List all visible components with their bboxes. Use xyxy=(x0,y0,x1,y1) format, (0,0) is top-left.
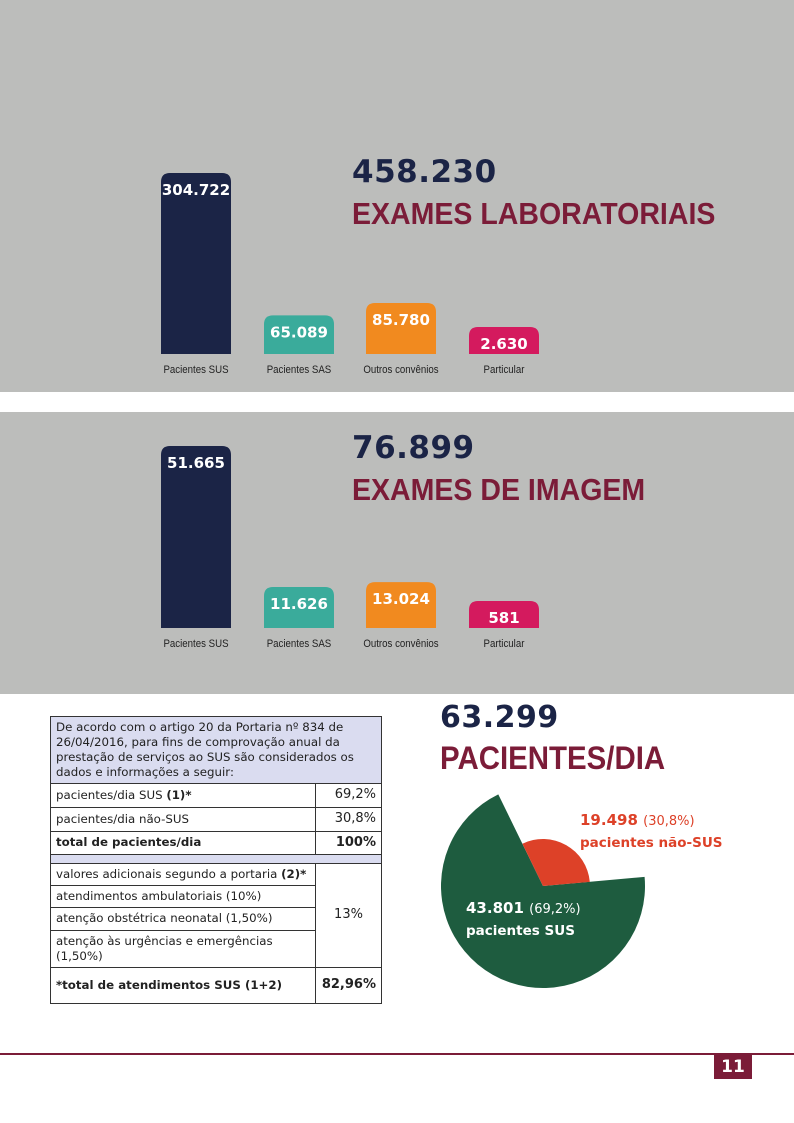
table-row: atendimentos ambulatoriais (10%) xyxy=(50,885,382,909)
bar-value-label: 581 xyxy=(488,609,519,627)
table-row: pacientes/dia SUS (1)* 69,2% xyxy=(50,783,382,808)
portaria-table: De acordo com o artigo 20 da Portaria nº… xyxy=(50,715,382,1004)
urg-label: atenção às urgências e emergências (1,50… xyxy=(50,929,316,968)
bar-particular xyxy=(469,327,539,354)
category-label: Pacientes SUS xyxy=(163,639,228,651)
bar-value-label: 11.626 xyxy=(270,595,328,613)
pie-label-sus: 43.801 (69,2%) pacientes SUS xyxy=(466,898,581,941)
bar-value-label: 2.630 xyxy=(480,335,527,353)
extra-value: 13% xyxy=(315,863,382,968)
patients-total: 63.299 xyxy=(440,700,559,735)
category-label: Pacientes SUS xyxy=(163,365,228,377)
sus-ref: (1)* xyxy=(166,788,192,803)
extra-ref: (2)* xyxy=(281,867,307,882)
footer-divider xyxy=(0,1053,794,1055)
category-label: Outros convênios xyxy=(363,365,438,377)
final-label: *total de atendimentos SUS (1+2) xyxy=(50,966,316,1004)
bar-pacientes-sas xyxy=(264,315,334,354)
table-row: pacientes/dia não-SUS 30,8% xyxy=(50,807,382,832)
nonsus-value: 30,8% xyxy=(315,807,382,832)
bar-value-label: 85.780 xyxy=(372,311,430,329)
imaging-exams-panel: 51.665 Pacientes SUS 11.626 Pacientes SAS 13… xyxy=(0,412,794,694)
total-label: total de pacientes/dia xyxy=(50,830,316,856)
obs-label: atenção obstétrica neonatal (1,50%) xyxy=(50,907,316,931)
lab-exams-panel: 304.722 Pacientes SUS 65.089 Pacientes SAS 8… xyxy=(0,0,794,392)
table-row: *total de atendimentos SUS (1+2) 82,96% xyxy=(50,966,382,1004)
bar-pacientes-sus xyxy=(161,446,231,628)
category-label: Pacientes SAS xyxy=(267,365,332,377)
bar-value-label: 65.089 xyxy=(270,323,328,341)
table-row: atenção obstétrica neonatal (1,50%) xyxy=(50,907,382,931)
lab-exams-chart: 304.722 Pacientes SUS 65.089 Pacientes SAS 8… xyxy=(161,173,539,377)
imaging-exams-total: 76.899 xyxy=(352,430,475,466)
category-label: Particular xyxy=(484,365,525,377)
category-label: Particular xyxy=(484,639,525,651)
sus-label: pacientes/dia SUS xyxy=(56,788,167,803)
table-row: atenção às urgências e emergências (1,50… xyxy=(50,929,382,968)
bar-value-label: 13.024 xyxy=(372,590,430,608)
table-intro: De acordo com o artigo 20 da Portaria nº… xyxy=(50,715,382,785)
bar-value-label: 304.722 xyxy=(162,181,230,199)
bar-particular xyxy=(469,601,539,628)
pie-label-nonsus: 19.498 (30,8%) pacientes não-SUS xyxy=(580,810,723,854)
nonsus-percent: (30,8%) xyxy=(643,814,695,829)
bar-value-label: 51.665 xyxy=(167,454,225,472)
bar-pacientes-sus xyxy=(161,173,231,354)
table-row: valores adicionais segundo a portaria (2… xyxy=(50,863,382,968)
lab-exams-title: EXAMES LABORATORIAIS xyxy=(352,196,716,231)
sus-percent: (69,2%) xyxy=(529,902,581,917)
final-value: 82,96% xyxy=(315,966,382,1004)
category-label: Pacientes SAS xyxy=(267,639,332,651)
sus-value: 69,2% xyxy=(315,783,382,808)
patients-title: PACIENTES/DIA xyxy=(440,740,666,776)
table-row: total de pacientes/dia 100% xyxy=(50,830,382,856)
imaging-exams-title: EXAMES DE IMAGEM xyxy=(352,472,646,507)
nonsus-name: pacientes não-SUS xyxy=(580,835,723,851)
amb-label: atendimentos ambulatoriais (10%) xyxy=(50,885,316,909)
table-spacer xyxy=(50,854,382,865)
bar-outros-conv-nios xyxy=(366,582,436,628)
bar-pacientes-sas xyxy=(264,587,334,628)
lab-exams-total: 458.230 xyxy=(352,154,497,190)
bar-outros-conv-nios xyxy=(366,303,436,354)
imaging-exams-chart: 51.665 Pacientes SUS 11.626 Pacientes SAS 13… xyxy=(161,446,539,651)
extra-label: valores adicionais segundo a portaria xyxy=(56,867,282,882)
nonsus-count: 19.498 xyxy=(580,811,638,829)
total-value: 100% xyxy=(315,830,382,856)
sus-count: 43.801 xyxy=(466,899,524,917)
nonsus-label: pacientes/dia não-SUS xyxy=(50,807,316,832)
category-label: Outros convênios xyxy=(363,639,438,651)
sus-name: pacientes SUS xyxy=(466,923,575,939)
page-number: 11 xyxy=(714,1055,752,1079)
